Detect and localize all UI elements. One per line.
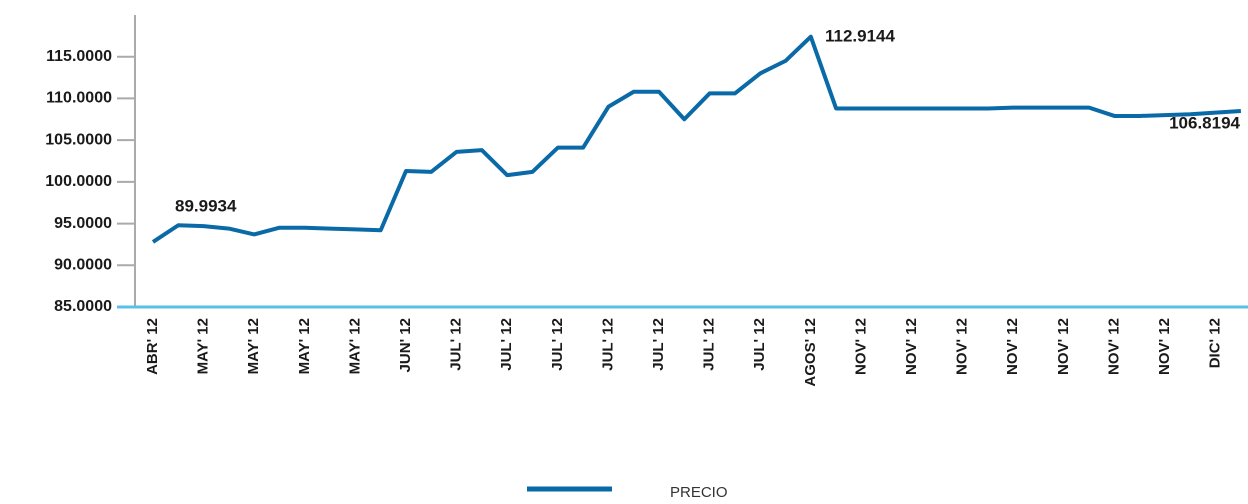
annotation: 106.8194 <box>1169 113 1240 132</box>
x-tick-label: AGOS' 12 <box>802 318 819 387</box>
x-tick-label: NOV' 12 <box>1156 318 1173 375</box>
annotation: 89.9934 <box>175 196 237 215</box>
x-tick-label: NOV' 12 <box>1055 318 1072 375</box>
y-tick-label: 100.0000 <box>45 173 112 190</box>
x-tick-label: NOV' 12 <box>852 318 869 375</box>
x-tick-label: JUL' 12 <box>751 318 768 371</box>
x-tick-label: JUL' 12 <box>701 318 718 371</box>
x-tick-label: MAY' 12 <box>346 318 363 374</box>
x-tick-label: DIC' 12 <box>1207 318 1224 368</box>
y-tick-label: 95.0000 <box>54 215 112 232</box>
x-tick-label: JUL' 12 <box>599 318 616 371</box>
x-tick-label: NOV' 12 <box>1105 318 1122 375</box>
x-tick-label: MAY' 12 <box>245 318 262 374</box>
x-tick-label: JUL' 12 <box>498 318 515 371</box>
x-tick-label: JUL' 12 <box>549 318 566 371</box>
legend-label: PRECIO <box>670 484 728 501</box>
x-tick-label: JUL' 12 <box>448 318 465 371</box>
x-tick-label: ABR' 12 <box>144 318 161 375</box>
x-tick-label: MAY' 12 <box>195 318 212 374</box>
x-tick-label: NOV' 12 <box>1004 318 1021 375</box>
y-tick-label: 115.0000 <box>46 48 112 65</box>
y-tick-label: 85.0000 <box>54 298 112 315</box>
x-tick-label: MAY' 12 <box>296 318 313 374</box>
line-series <box>151 34 1242 244</box>
x-tick-label: JUL' 12 <box>650 318 667 371</box>
x-tick-label: JUN' 12 <box>397 318 414 372</box>
annotation: 112.9144 <box>825 26 896 45</box>
x-tick-label: NOV' 12 <box>954 318 971 375</box>
y-tick-label: 90.0000 <box>54 257 112 274</box>
y-tick-label: 105.0000 <box>45 131 112 148</box>
y-tick-label: 110.0000 <box>46 90 112 107</box>
x-tick-label: NOV' 12 <box>903 318 920 375</box>
